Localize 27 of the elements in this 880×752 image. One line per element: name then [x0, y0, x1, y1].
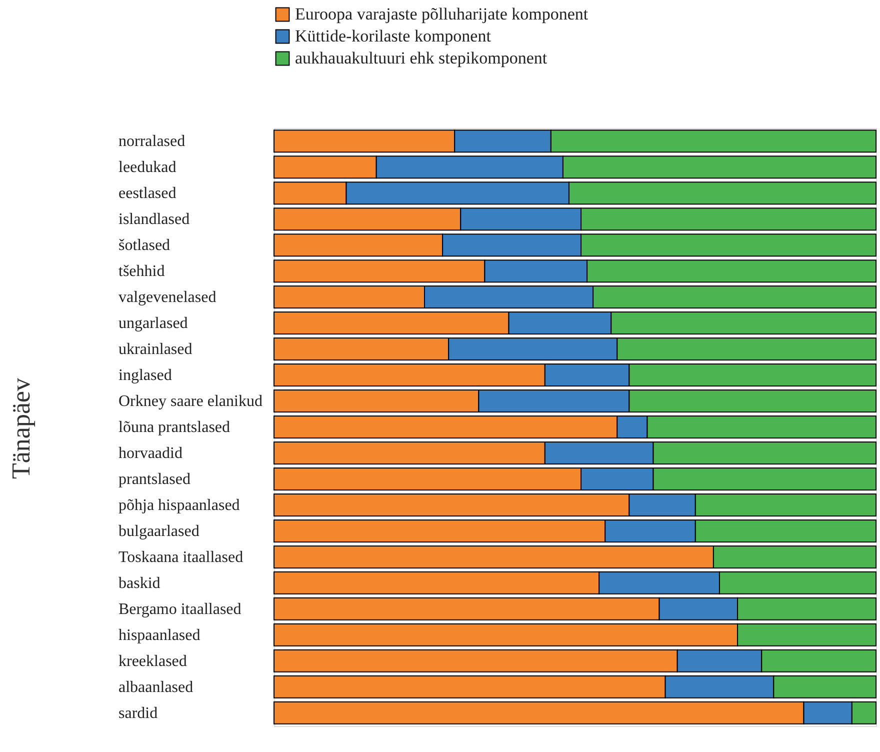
legend-label: Küttide-korilaste komponent — [295, 26, 492, 46]
y-tick-label: kreeklased — [118, 652, 187, 670]
y-tick-label: tšehhid — [118, 263, 165, 280]
y-tick-label: horvaadid — [118, 444, 182, 462]
legend-label: Euroopa varajaste põlluharijate komponent — [295, 4, 588, 24]
y-tick-label: bulgaarlased — [118, 522, 200, 540]
y-tick-label: sardid — [118, 704, 158, 722]
y-tick-label: prantslased — [118, 470, 190, 488]
y-tick-label: ungarlased — [118, 315, 188, 332]
y-tick-label: ukrainlased — [118, 341, 192, 358]
y-tick-label: leedukad — [118, 159, 176, 176]
y-tick-label: lõuna prantslased — [118, 419, 230, 436]
y-tick-label: šotlased — [118, 237, 170, 254]
y-tick-label: inglased — [118, 367, 172, 384]
y-tick-label: Bergamo itaallased — [118, 600, 242, 618]
y-tick-label: eestlased — [118, 185, 176, 202]
y-tick-label: baskid — [118, 574, 160, 592]
y-tick-label: valgevenelased — [118, 289, 216, 306]
y-tick-label: Orkney saare elanikud — [118, 393, 262, 410]
y-tick-label: albaanlased — [118, 678, 194, 696]
y-tick-label: hispaanlased — [118, 626, 200, 644]
y-tick-label: põhja hispaanlased — [118, 496, 240, 514]
legend-label: aukhauakultuuri ehk stepikomponent — [295, 48, 548, 68]
y-tick-label: norralased — [118, 133, 186, 150]
y-tick-label: Toskaana itaallased — [118, 548, 244, 566]
y-tick-label: islandlased — [118, 211, 190, 228]
y-axis-title: Tänapäev — [6, 378, 36, 480]
